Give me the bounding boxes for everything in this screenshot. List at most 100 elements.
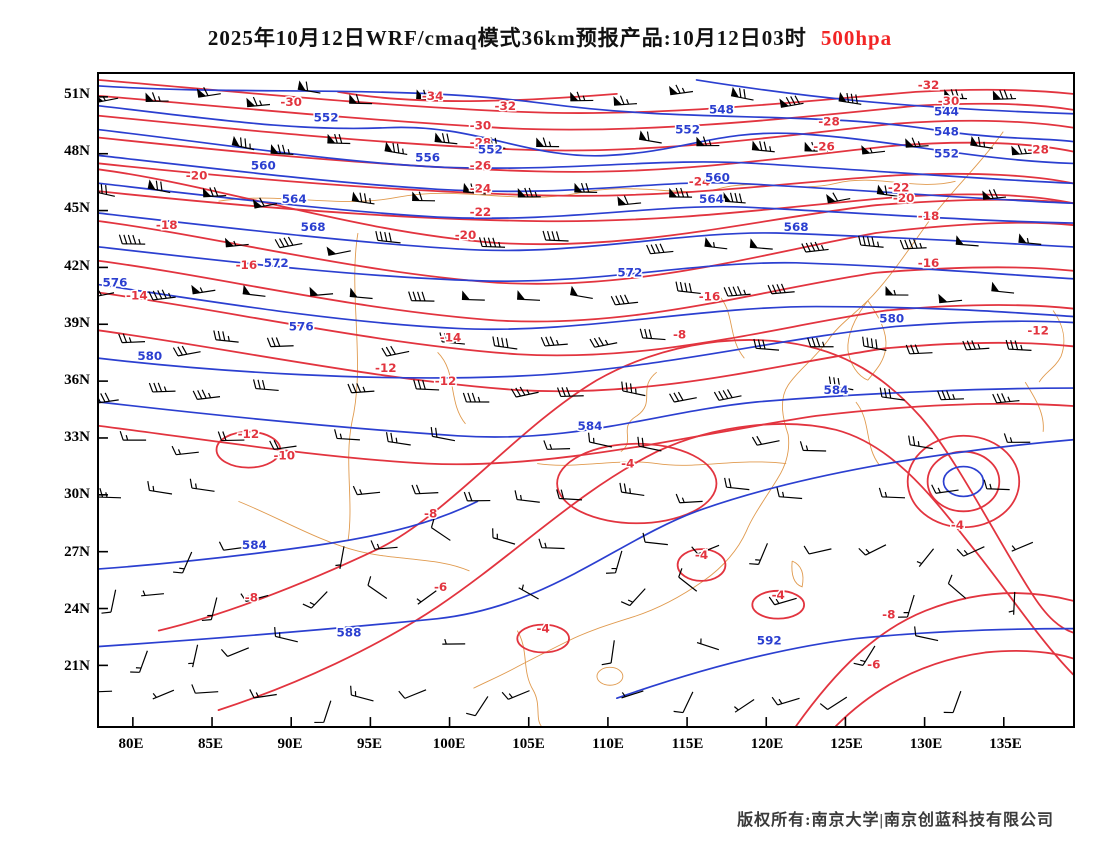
wind-barb bbox=[619, 482, 645, 497]
temperature-contours bbox=[99, 79, 1073, 726]
temperature-contour bbox=[751, 589, 806, 620]
wind-barb-pennant bbox=[461, 290, 470, 300]
temperature-contour bbox=[99, 259, 1073, 323]
wind-barb bbox=[130, 650, 148, 673]
wind-barb bbox=[217, 431, 245, 442]
wind-barb bbox=[734, 698, 755, 713]
wind-barb bbox=[908, 435, 933, 450]
title-level-badge: 500hpa bbox=[820, 26, 893, 50]
wind-barb bbox=[556, 387, 584, 398]
map-outline-path bbox=[716, 292, 745, 359]
wind-barb bbox=[266, 337, 294, 348]
lon-tick-label: 135E bbox=[989, 736, 1022, 752]
contour-label: -20 bbox=[186, 168, 208, 182]
contour-label: -4 bbox=[772, 588, 785, 602]
map-outline-path bbox=[855, 401, 881, 466]
map-outline-path bbox=[1038, 310, 1065, 383]
wind-barb bbox=[240, 593, 269, 603]
page-title: 2025年10月12日WRF/cmaq模式36km预报产品:10月12日03时 5… bbox=[0, 22, 1100, 52]
wind-barb bbox=[905, 137, 929, 148]
wind-barb-pennant bbox=[270, 144, 279, 154]
temperature-contour bbox=[835, 649, 1073, 726]
contour-label: 548 bbox=[934, 125, 959, 139]
temperature-contour bbox=[99, 114, 1073, 152]
wind-barb bbox=[192, 389, 221, 400]
wind-barb-pennant bbox=[826, 193, 836, 203]
contour-label: 564 bbox=[282, 192, 307, 206]
contour-label: 548 bbox=[709, 103, 734, 117]
contour-label: -18 bbox=[156, 218, 178, 232]
wind-barb-pennant bbox=[351, 191, 360, 202]
lat-tick-label: 39N bbox=[64, 314, 90, 331]
wind-barb bbox=[947, 574, 967, 599]
wind-barb bbox=[610, 294, 639, 306]
wind-barb bbox=[501, 690, 530, 700]
contour-label: 584 bbox=[824, 383, 849, 397]
wind-barb bbox=[328, 250, 351, 256]
lat-tick-label: 33N bbox=[64, 429, 90, 446]
wind-barb bbox=[1003, 433, 1031, 443]
wind-barb bbox=[696, 638, 720, 651]
height-contour bbox=[616, 627, 1073, 700]
wind-barb-pennant bbox=[617, 196, 627, 206]
lon-tick-label: 120E bbox=[750, 736, 784, 752]
temperature-contour bbox=[556, 442, 718, 525]
temperature-contour bbox=[99, 168, 1073, 246]
wind-barb-pennant bbox=[861, 145, 871, 154]
wind-barb-pennant bbox=[570, 285, 579, 296]
wind-barb bbox=[589, 336, 618, 348]
wind-barb bbox=[99, 690, 113, 693]
wind-barb bbox=[148, 289, 176, 301]
wind-barb bbox=[983, 479, 1010, 491]
contour-label: 560 bbox=[705, 170, 730, 184]
contour-label: 580 bbox=[879, 311, 904, 325]
contour-label: 572 bbox=[264, 256, 289, 270]
lon-tick-label: 80E bbox=[118, 736, 144, 752]
wind-barb bbox=[803, 545, 832, 555]
temperature-contour bbox=[99, 220, 1073, 285]
contour-label: 564 bbox=[699, 192, 724, 206]
wind-barb bbox=[463, 183, 486, 195]
wind-barb bbox=[931, 484, 959, 494]
wind-barb-pennant bbox=[231, 135, 240, 147]
wind-barb bbox=[335, 546, 345, 569]
temperature-contour bbox=[99, 402, 1073, 466]
wind-barb bbox=[905, 344, 933, 355]
wind-barb-pennant bbox=[416, 89, 425, 99]
wind-barb bbox=[878, 487, 906, 499]
contour-label: 568 bbox=[301, 220, 326, 234]
wind-barb bbox=[416, 89, 440, 101]
contour-label: 560 bbox=[251, 158, 276, 172]
copyright-text: 版权所有:南京大学|南京创蓝科技有限公司 bbox=[737, 812, 1054, 829]
wind-barb bbox=[408, 291, 435, 302]
map-outline-path bbox=[596, 666, 624, 686]
wind-barb bbox=[696, 136, 720, 147]
wind-barbs bbox=[99, 80, 1042, 724]
wind-barb-pennant bbox=[349, 287, 358, 298]
wind-barb bbox=[605, 550, 623, 574]
wind-barb bbox=[751, 435, 780, 446]
wind-barb bbox=[914, 626, 939, 642]
height-contours bbox=[99, 79, 1073, 700]
lon-tick-label: 110E bbox=[592, 736, 624, 752]
wind-barb bbox=[538, 538, 565, 550]
temperature-contour bbox=[906, 434, 1021, 529]
temperature-contour bbox=[99, 162, 1073, 197]
wind-barb bbox=[570, 293, 593, 300]
wind-barb bbox=[916, 548, 935, 568]
contour-label: 584 bbox=[242, 538, 267, 552]
wind-barb bbox=[413, 379, 440, 391]
wind-barb bbox=[188, 644, 199, 668]
wind-barb bbox=[601, 640, 615, 666]
wind-barb bbox=[430, 426, 456, 442]
wind-barb bbox=[518, 584, 539, 600]
wind-barb-pennant bbox=[147, 179, 156, 190]
wind-barb-pennant bbox=[613, 96, 623, 106]
lat-tick-label: 21N bbox=[64, 658, 90, 674]
wind-barb bbox=[118, 333, 146, 344]
wind-barb-pennant bbox=[326, 246, 337, 256]
wind-barb bbox=[249, 689, 277, 699]
wind-barb bbox=[776, 487, 803, 500]
wind-barb-pennant bbox=[252, 199, 263, 208]
contour-label: 580 bbox=[137, 349, 162, 363]
